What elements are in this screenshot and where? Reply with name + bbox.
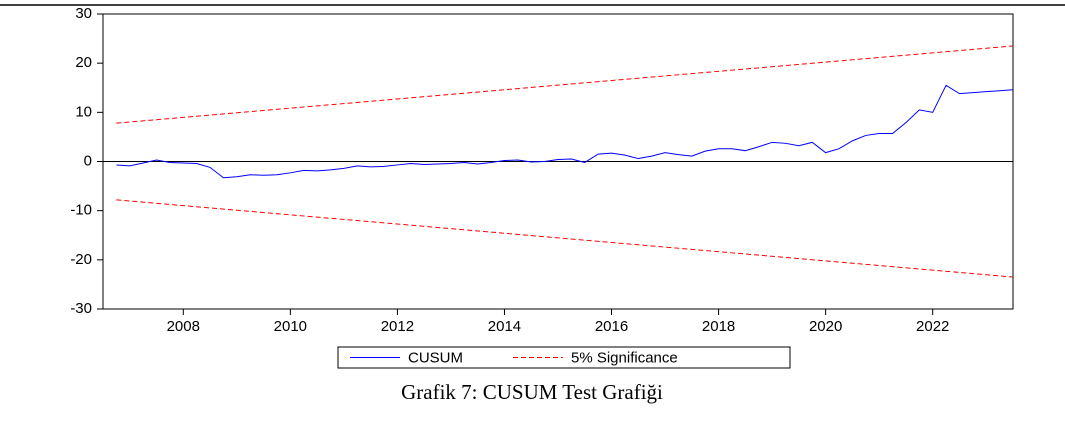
x-tick-label: 2016 — [595, 318, 628, 335]
x-tick-label: 2022 — [916, 318, 949, 335]
legend-label: CUSUM — [408, 349, 463, 366]
x-tick-label: 2014 — [488, 318, 521, 335]
x-tick-label: 2012 — [381, 318, 414, 335]
caption: Grafik 7: CUSUM Test Grafiği — [401, 380, 663, 404]
series-line — [116, 45, 1014, 124]
series-line-lower — [116, 199, 1014, 278]
y-tick-label: 20 — [75, 54, 92, 71]
x-tick-label: 2008 — [167, 318, 200, 335]
x-tick-label: 2018 — [702, 318, 735, 335]
series-line — [116, 84, 1014, 179]
y-tick-label: -10 — [70, 202, 92, 219]
y-tick-label: 30 — [75, 5, 92, 22]
y-tick-label: -30 — [70, 300, 92, 317]
y-tick-label: 10 — [75, 103, 92, 120]
legend-label: 5% Significance — [571, 349, 678, 366]
x-tick-label: 2020 — [809, 318, 842, 335]
y-tick-label: 0 — [84, 152, 92, 169]
legend-box — [337, 346, 791, 369]
y-tick-label: -20 — [70, 251, 92, 268]
x-tick-label: 2010 — [274, 318, 307, 335]
